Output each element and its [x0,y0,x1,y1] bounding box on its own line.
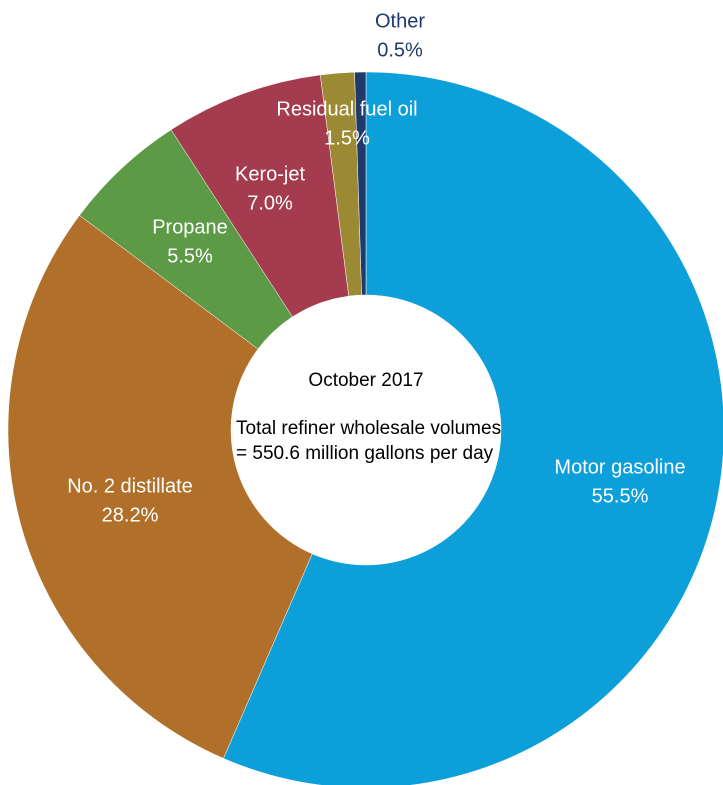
center-note: Total refiner wholesale volumes = 550.6 … [236,418,502,464]
slice [354,71,367,296]
slice [223,71,723,785]
slice-label: Residual fuel oil [276,98,417,120]
slice-label: Other [375,10,425,32]
value-label: 55.5% [592,485,649,507]
center-title: October 2017 [308,370,424,391]
slice-label: Motor gasoline [554,456,685,478]
slice-label: Propane [152,216,228,238]
value-label: 28.2% [102,504,159,526]
slice-label: No. 2 distillate [67,475,193,497]
value-label: 5.5% [167,245,213,267]
slice-label: Kero-jet [235,163,305,185]
slice [7,214,313,759]
value-label: 0.5% [377,39,423,61]
value-label: 7.0% [247,192,293,214]
value-label: 1.5% [324,127,370,149]
